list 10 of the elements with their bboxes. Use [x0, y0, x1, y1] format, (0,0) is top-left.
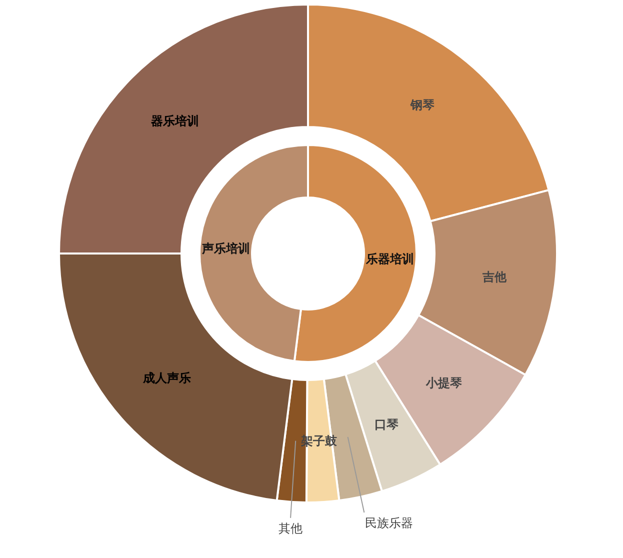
slice-label: 钢琴: [410, 98, 435, 112]
slice-label: 吉他: [481, 270, 508, 284]
slice-label: 小提琴: [425, 376, 462, 390]
slice-label: 民族乐器: [365, 516, 414, 530]
slice-label: 其他: [278, 522, 302, 536]
slice-label: 成人声乐: [142, 370, 192, 385]
slice-label: 乐器培训: [365, 252, 414, 266]
slice-label: 器乐培训: [150, 114, 200, 128]
slice-label: 声乐培训: [200, 242, 250, 256]
slice-label: 口琴: [374, 417, 398, 432]
